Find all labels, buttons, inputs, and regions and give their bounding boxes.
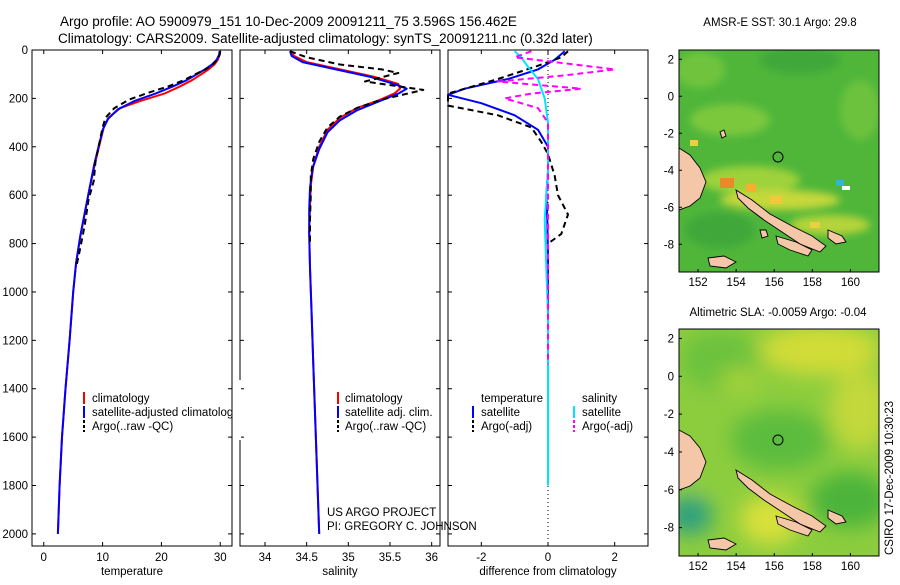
series-line-sal-2 [289, 50, 425, 244]
y-tick-label-temp: 800 [9, 239, 28, 251]
y-tick-label-map1: -6 [664, 202, 674, 214]
y-tick-label-temp: 400 [9, 142, 28, 154]
argo-position-marker-map2 [772, 434, 784, 446]
legend-temperature-title: temperature [481, 393, 543, 405]
legend-argo-temp: Argo(-adj) [481, 421, 532, 433]
y-tick-label-temp: 1800 [2, 481, 28, 493]
header-line-1: Argo profile: AO 5900979_151 10-Dec-2009… [60, 14, 517, 29]
x-tick-label-map1: 158 [803, 277, 822, 289]
argo-position-marker-map1 [772, 151, 784, 163]
y-tick-label-temp: 1400 [2, 384, 28, 396]
x-tick-label-temp: 0 [41, 552, 47, 564]
sst-map-axes: 152 154 156 158 160 -8 -6 -4 -2 0 2 [664, 54, 860, 289]
x-axis-label-diff: difference from climatology [479, 566, 616, 578]
y-tick-label-map2: -4 [664, 447, 675, 459]
x-tick-label-diff: -2 [476, 552, 486, 564]
y-tick-label-temp: 1200 [2, 335, 28, 347]
legend-climatology-2: climatology [345, 393, 403, 405]
y-tick-label-map1: -8 [664, 239, 674, 251]
series-line-diff-1 [447, 50, 569, 245]
x-tick-label-sal: 35 [342, 552, 355, 564]
header-line-2: Climatology: CARS2009. Satellite-adjuste… [58, 31, 593, 46]
sla-map-axes: 152 154 156 158 160 -8 -6 -4 -2 0 2 [664, 333, 860, 573]
map2-title: Altimetric SLA: -0.0059 Argo: -0.04 [689, 307, 867, 319]
salinity-legend: climatology satellite adj. clim. Argo(..… [337, 392, 433, 433]
legend-satellite-temp: satellite [481, 407, 520, 419]
legend-satellite-adj-clim: satellite adj. clim. [345, 407, 433, 419]
y-tick-label-map2: 2 [668, 333, 674, 345]
temperature-legend: climatology satellite-adjusted climatolo… [83, 392, 239, 433]
legend-satellite-sal: satellite [582, 407, 621, 419]
y-tick-label-temp: 0 [22, 45, 28, 57]
y-tick-label-map2: -6 [664, 485, 674, 497]
x-axis-label-temp: temperature [101, 566, 163, 578]
legend-argo-2: Argo(..raw -QC) [345, 421, 426, 433]
x-tick-label-map2: 160 [841, 561, 860, 573]
x-tick-label-temp: 20 [155, 552, 168, 564]
y-tick-label-map1: 0 [668, 91, 674, 103]
difference-legend: temperature salinity satellite Argo(-adj… [472, 393, 633, 433]
x-tick-label-sal: 34 [259, 552, 272, 564]
y-tick-label-temp: 2000 [2, 529, 28, 541]
y-tick-label-map1: -2 [664, 128, 674, 140]
y-tick-label-map2: -2 [664, 409, 674, 421]
y-tick-label-map1: -4 [664, 165, 675, 177]
series-line-diff-3 [497, 50, 616, 365]
x-tick-label-sal: 34.5 [295, 552, 317, 564]
temperature-panel: 0 10 20 30 0 200 400 600 800 1000 1200 1400 1600 1800… [2, 45, 233, 578]
legend-climatology: climatology [92, 393, 150, 405]
x-tick-label-map1: 156 [765, 277, 784, 289]
difference-panel: -2 0 2 difference from climatology [447, 49, 649, 578]
y-tick-label-temp: 600 [9, 190, 28, 202]
x-tick-label-map2: 156 [765, 561, 784, 573]
y-tick-label-temp: 1000 [2, 287, 28, 299]
sst-map [679, 50, 879, 272]
x-tick-label-temp: 10 [96, 552, 109, 564]
x-tick-label-map2: 158 [803, 561, 822, 573]
x-tick-label-map2: 152 [688, 561, 707, 573]
x-tick-label-map2: 154 [727, 561, 747, 573]
legend-argo: Argo(..raw -QC) [92, 421, 173, 433]
x-tick-label-map1: 152 [688, 277, 707, 289]
y-tick-label-map2: 0 [668, 371, 674, 383]
x-tick-label-diff: 2 [611, 552, 617, 564]
x-tick-label-map1: 154 [727, 277, 747, 289]
project-line-1: US ARGO PROJECT [327, 507, 436, 519]
y-tick-label-map1: 2 [668, 54, 674, 66]
x-tick-label-temp: 30 [214, 552, 227, 564]
side-timestamp: CSIRO 17-Dec-2009 10:30:23 [884, 401, 896, 555]
x-tick-label-sal: 35.5 [379, 552, 401, 564]
y-tick-label-temp: 1600 [2, 432, 28, 444]
legend-satellite-adjusted: satellite-adjusted climatology [92, 407, 239, 419]
project-line-2: PI: GREGORY C. JOHNSON [327, 521, 477, 533]
x-tick-label-sal: 36 [425, 552, 438, 564]
x-axis-label-sal: salinity [322, 566, 357, 578]
y-tick-label-map2: -8 [664, 523, 674, 535]
series-line-sal-1 [289, 50, 408, 534]
series-line-temp-2 [75, 51, 222, 269]
y-tick-label-temp: 200 [9, 93, 28, 105]
x-tick-label-diff: 0 [545, 552, 551, 564]
map1-title: AMSR-E SST: 30.1 Argo: 29.8 [703, 17, 856, 29]
salinity-panel: 34 34.5 35 35.5 36 salinity [239, 49, 441, 578]
x-tick-label-map1: 160 [841, 277, 860, 289]
legend-salinity-title: salinity [582, 393, 617, 405]
legend-argo-sal: Argo(-adj) [582, 421, 633, 433]
sla-map [679, 329, 879, 556]
